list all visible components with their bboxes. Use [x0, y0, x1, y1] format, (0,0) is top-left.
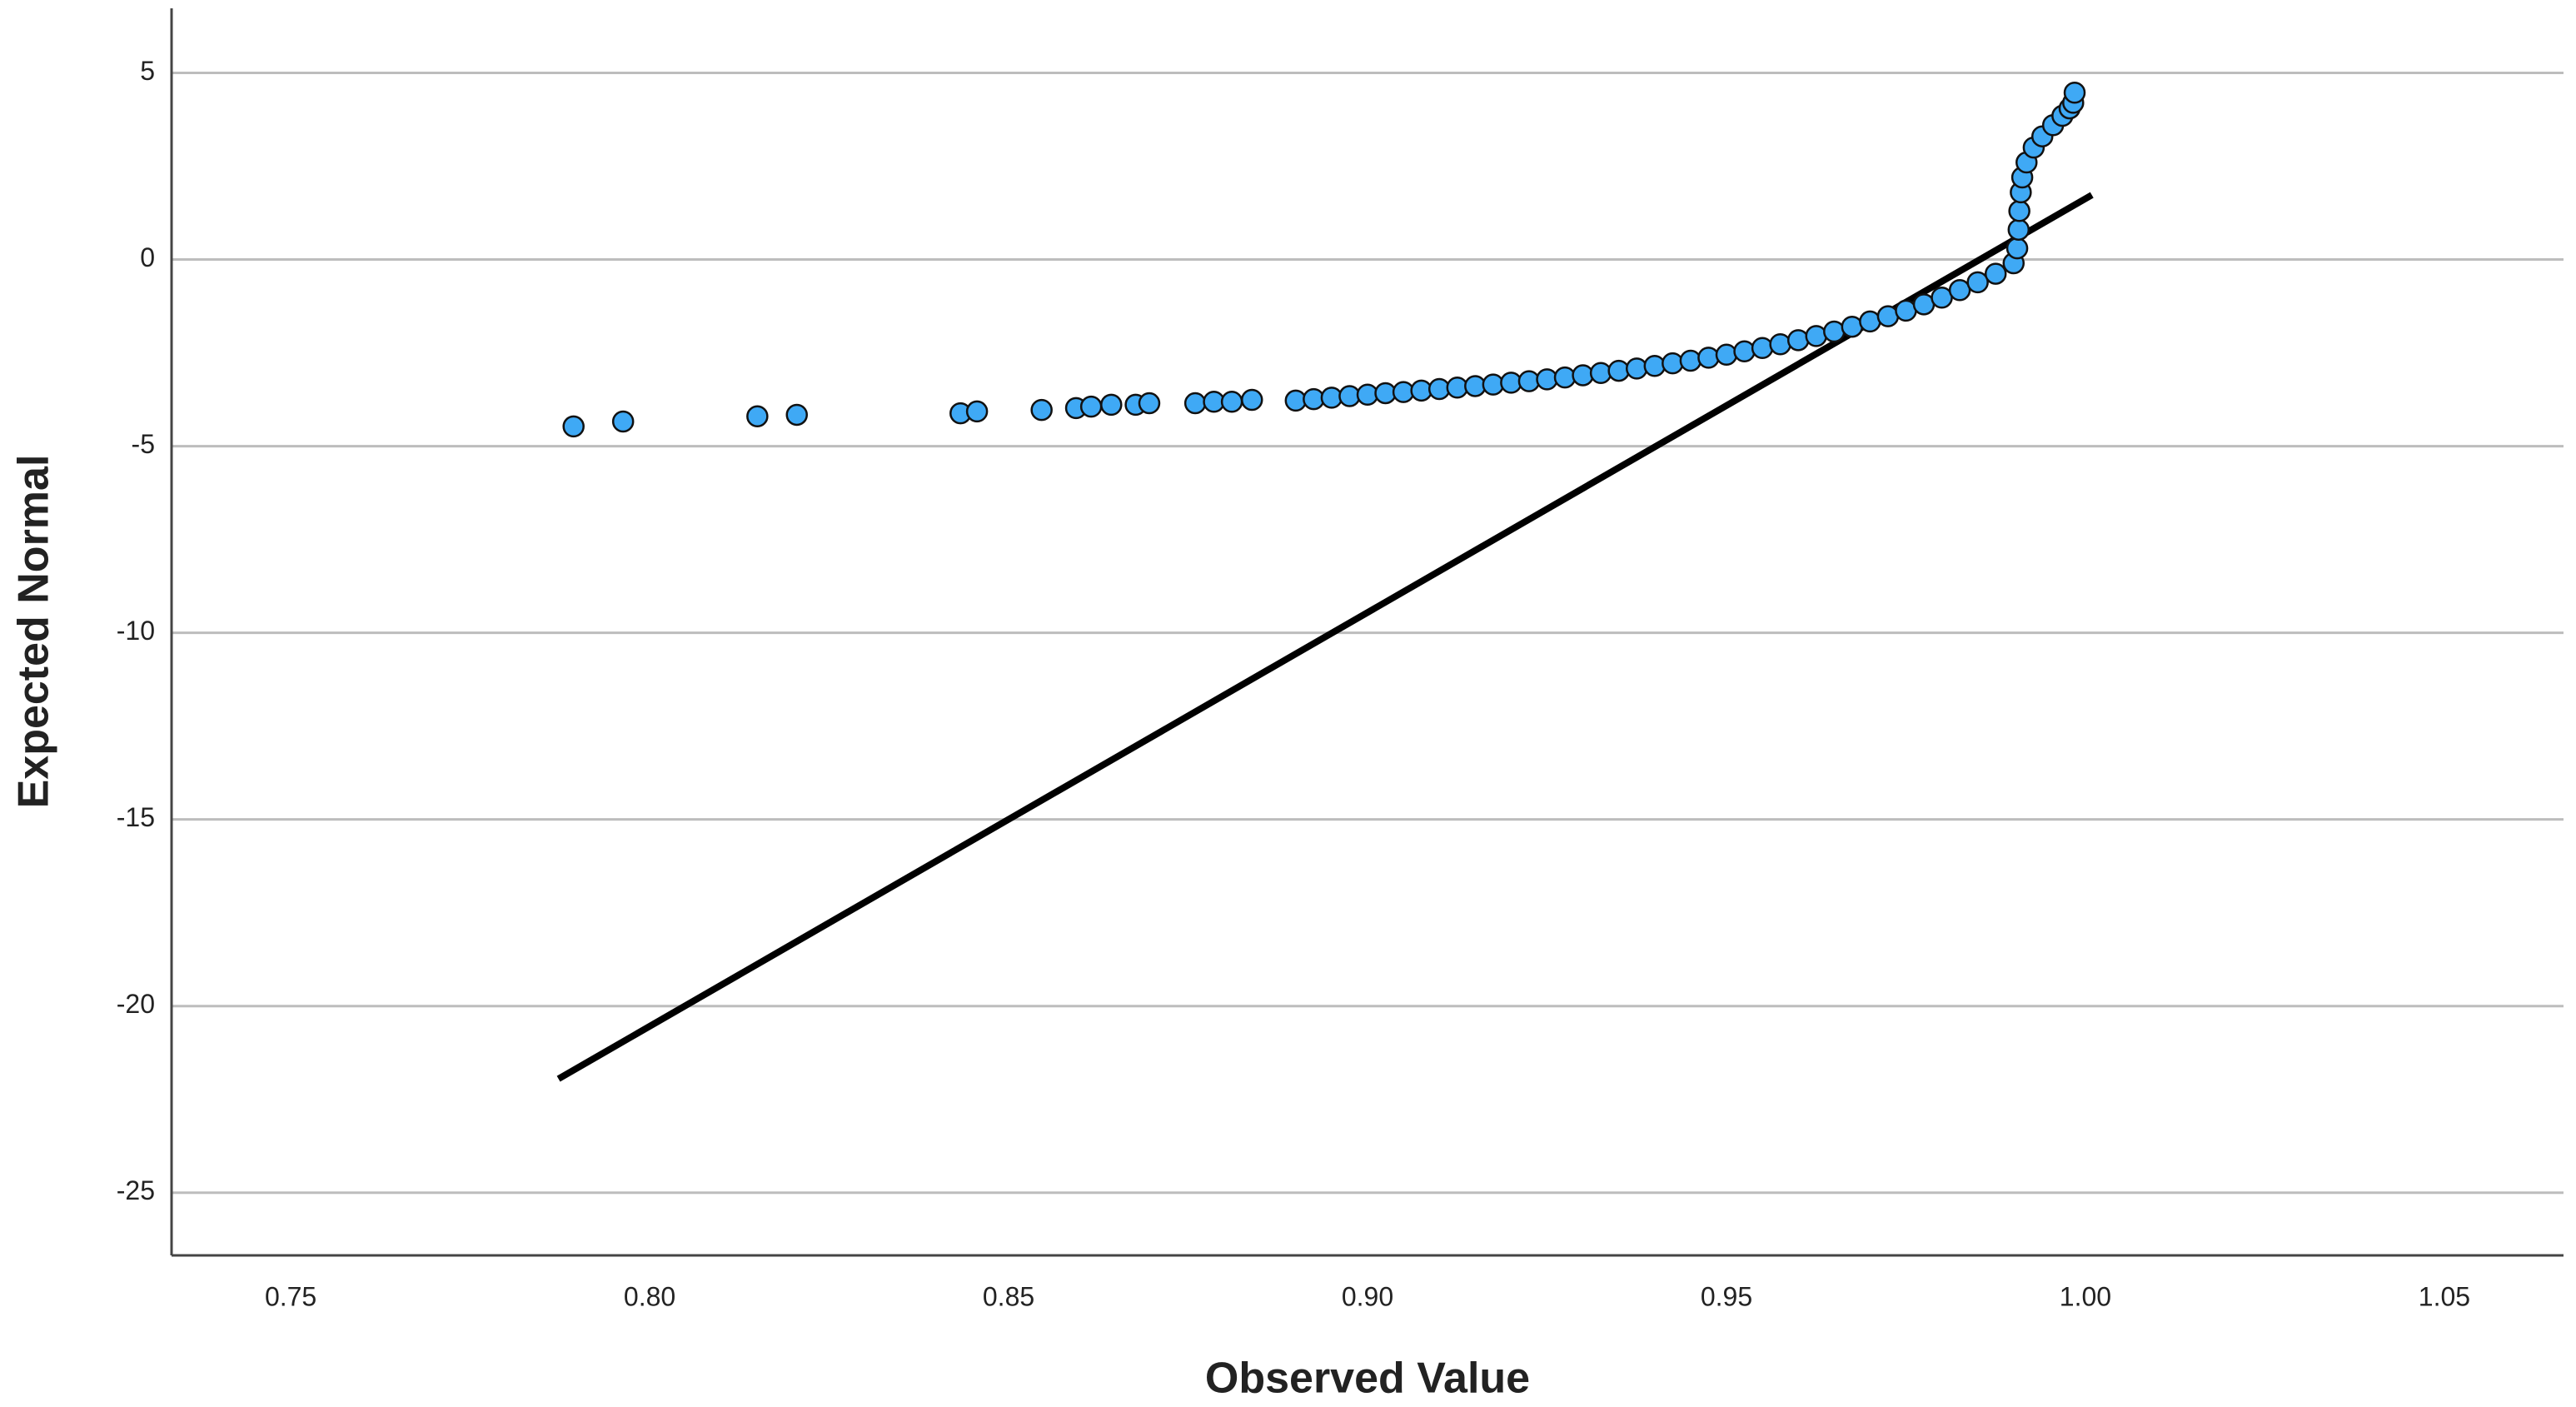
point	[1240, 388, 1263, 412]
x-tick-label: 1.00	[2060, 1281, 2111, 1311]
point	[1786, 329, 1810, 352]
point	[1876, 305, 1900, 327]
y-tick-label: -25	[117, 1175, 155, 1205]
point	[746, 405, 769, 427]
point	[1284, 389, 1308, 412]
point	[2007, 218, 2030, 241]
x-tick-label: 1.05	[2419, 1281, 2470, 1311]
y-tick-label: 5	[140, 56, 155, 86]
x-tick-label: 0.85	[983, 1281, 1034, 1311]
point	[1517, 370, 1541, 392]
point	[1572, 364, 1594, 387]
point	[1966, 271, 1989, 294]
point	[1446, 376, 1468, 399]
point	[965, 400, 989, 423]
point	[1303, 387, 1325, 411]
point	[1841, 315, 1864, 338]
point	[1769, 333, 1791, 356]
point	[1662, 352, 1684, 375]
point	[1679, 349, 1702, 372]
point	[1338, 385, 1361, 407]
point	[1500, 372, 1522, 394]
point	[1482, 373, 1505, 396]
point	[785, 403, 809, 427]
y-tick-label: 0	[140, 242, 155, 272]
point	[1643, 355, 1667, 377]
point	[1607, 359, 1630, 382]
point	[1589, 362, 1612, 385]
point	[1697, 347, 1720, 369]
point	[1859, 310, 1881, 333]
point	[611, 410, 635, 433]
x-tick-label: 0.95	[1701, 1281, 1752, 1311]
point	[562, 415, 585, 438]
point	[1823, 320, 1846, 343]
point	[2005, 237, 2029, 260]
y-tick-label: -15	[117, 802, 155, 832]
x-axis-title: Observed Value	[1205, 1355, 1530, 1403]
point	[1733, 340, 1756, 363]
point	[1356, 383, 1379, 407]
point	[1138, 392, 1161, 415]
point	[1183, 392, 1207, 415]
point	[2008, 200, 2030, 222]
x-tick-label: 0.75	[265, 1281, 316, 1311]
point	[1464, 375, 1487, 397]
point	[1100, 393, 1123, 417]
x-tick-label: 0.90	[1342, 1281, 1393, 1311]
y-tick-label: -10	[117, 616, 155, 646]
x-tick-label: 0.80	[624, 1281, 675, 1311]
point	[1625, 357, 1648, 380]
point	[1392, 381, 1415, 403]
point	[2063, 82, 2086, 104]
point	[1715, 343, 1738, 367]
point	[1553, 366, 1577, 389]
point	[1428, 377, 1451, 401]
y-tick-label: -20	[117, 989, 155, 1019]
point	[1410, 379, 1432, 402]
y-axis-title: Expected Normal	[10, 455, 58, 809]
point	[1320, 387, 1343, 409]
point	[1079, 395, 1103, 418]
y-tick-label: -5	[132, 429, 155, 459]
point	[1030, 398, 1053, 422]
point	[1948, 279, 1971, 302]
point	[1805, 325, 1827, 347]
point	[1751, 337, 1774, 359]
point	[1220, 391, 1243, 413]
point	[1536, 368, 1558, 391]
point	[1984, 262, 2007, 285]
